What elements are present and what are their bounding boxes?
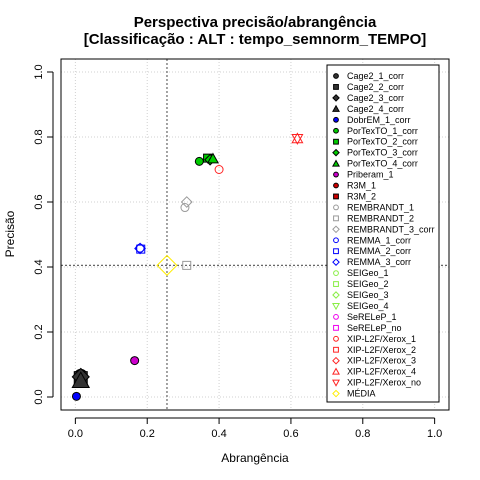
legend-label: SEIGeo_3 — [347, 290, 389, 300]
legend-label: XIP-L2F/Xerox_2 — [347, 345, 416, 355]
data-point — [180, 196, 193, 208]
x-tick-label: 0.0 — [68, 428, 83, 440]
legend-marker — [333, 182, 339, 189]
y-axis-title: Precisão — [3, 210, 17, 257]
legend-label: REMBRANDT_1 — [347, 202, 414, 212]
legend-marker — [333, 248, 339, 255]
legend-label: Cage2_2_corr — [347, 82, 404, 92]
chart-title-line-2: [Classificação : ALT : tempo_semnorm_TEM… — [84, 31, 427, 48]
data-point — [214, 165, 224, 174]
legend-marker — [333, 314, 339, 320]
legend-box — [326, 64, 440, 403]
data-point — [206, 152, 220, 164]
y-axis: 0.0 0.2 0.4 0.6 0.8 1.0 — [33, 64, 54, 405]
y-tick-label: 0.0 — [33, 389, 45, 404]
legend: Cage2_1_corrCage2_2_corrCage2_3_corrCage… — [326, 64, 440, 403]
legend-marker — [332, 225, 340, 234]
legend-marker — [333, 193, 339, 200]
data-point — [291, 132, 304, 144]
data-point — [135, 243, 145, 253]
x-tick-label: 0.4 — [211, 428, 226, 440]
legend-marker — [333, 204, 339, 211]
legend-label: R3M_2 — [347, 191, 376, 201]
legend-marker — [333, 171, 339, 178]
legend-marker — [332, 148, 340, 157]
legend-marker — [333, 237, 339, 244]
y-tick-label: 1.0 — [33, 64, 45, 79]
legend-label: PorTexTO_1_corr — [347, 126, 418, 136]
legend-label: SEIGeo_1 — [347, 268, 389, 278]
data-point — [180, 203, 190, 213]
legend-marker — [333, 281, 339, 287]
legend-label: SEIGeo_4 — [347, 301, 389, 311]
x-tick-label: 0.8 — [355, 428, 370, 440]
y-tick-label: 0.6 — [33, 194, 45, 209]
y-tick-label: 0.4 — [33, 259, 45, 274]
legend-marker — [332, 94, 340, 102]
legend-label: PorTexTO_2_corr — [347, 137, 418, 147]
legend-label: SEIGeo_2 — [347, 279, 389, 289]
legend-marker — [332, 356, 340, 365]
legend-label: Cage2_3_corr — [347, 93, 404, 103]
legend-marker — [333, 335, 339, 342]
legend-marker — [332, 104, 340, 112]
legend-marker — [333, 84, 339, 90]
x-axis: 0.0 0.2 0.4 0.6 0.8 1.0 — [68, 417, 442, 440]
legend-label: SeRELeP_no — [347, 323, 402, 333]
legend-label: DobrEM_1_corr — [347, 115, 411, 125]
data-point — [194, 156, 204, 166]
legend-label: PorTexTO_4_corr — [347, 159, 418, 169]
plot-frame — [60, 58, 450, 411]
legend-label: XIP-L2F/Xerox_4 — [347, 367, 416, 377]
data-point — [182, 260, 192, 270]
x-tick-label: 0.6 — [283, 428, 298, 440]
legend-label: SeRELeP_1 — [347, 312, 397, 322]
data-point — [156, 254, 178, 276]
legend-marker — [333, 270, 339, 277]
legend-marker — [332, 302, 340, 311]
data-point — [130, 356, 140, 366]
legend-label: PorTexTO_3_corr — [347, 148, 418, 158]
legend-marker — [333, 138, 339, 145]
legend-label: REMBRANDT_3_corr — [347, 224, 435, 234]
legend-marker — [332, 379, 340, 387]
legend-label: Cage2_4_corr — [347, 104, 404, 114]
legend-label: XIP-L2F/Xerox_3 — [347, 356, 416, 366]
legend-marker — [333, 116, 339, 123]
legend-marker — [333, 215, 339, 222]
legend-marker — [333, 346, 339, 353]
legend-label: XIP-L2F/Xerox_1 — [347, 334, 416, 344]
legend-marker — [332, 389, 340, 398]
legend-marker — [332, 258, 340, 266]
data-point — [71, 391, 81, 401]
data-point — [134, 242, 146, 255]
legend-label: Priberam_1 — [347, 170, 394, 180]
chart-title-line-1: Perspectiva precisão/abrangência — [134, 14, 377, 31]
legend-marker — [332, 367, 340, 375]
legend-marker — [333, 127, 339, 134]
data-point — [291, 133, 304, 145]
x-tick-label: 1.0 — [427, 428, 442, 440]
legend-label: REMBRANDT_2 — [347, 213, 414, 223]
legend-label: REMMA_2_corr — [347, 246, 411, 256]
legend-marker — [333, 324, 339, 331]
legend-marker — [332, 159, 340, 167]
legend-label: Cage2_1_corr — [347, 71, 404, 81]
legend-marker — [332, 291, 340, 299]
x-axis-title: Abrangência — [221, 451, 289, 465]
legend-label: R3M_1 — [347, 181, 376, 191]
x-tick-label: 0.2 — [140, 428, 155, 440]
y-tick-label: 0.8 — [33, 129, 45, 144]
data-points — [71, 132, 304, 401]
legend-label: REMMA_1_corr — [347, 235, 411, 245]
legend-marker — [333, 73, 339, 79]
legend-label: MÉDIA — [347, 389, 376, 399]
data-point — [71, 371, 91, 389]
y-tick-label: 0.2 — [33, 324, 45, 339]
reference-lines — [61, 59, 449, 410]
legend-label: XIP-L2F/Xerox_no — [347, 378, 421, 388]
legend-label: REMMA_3_corr — [347, 257, 411, 267]
